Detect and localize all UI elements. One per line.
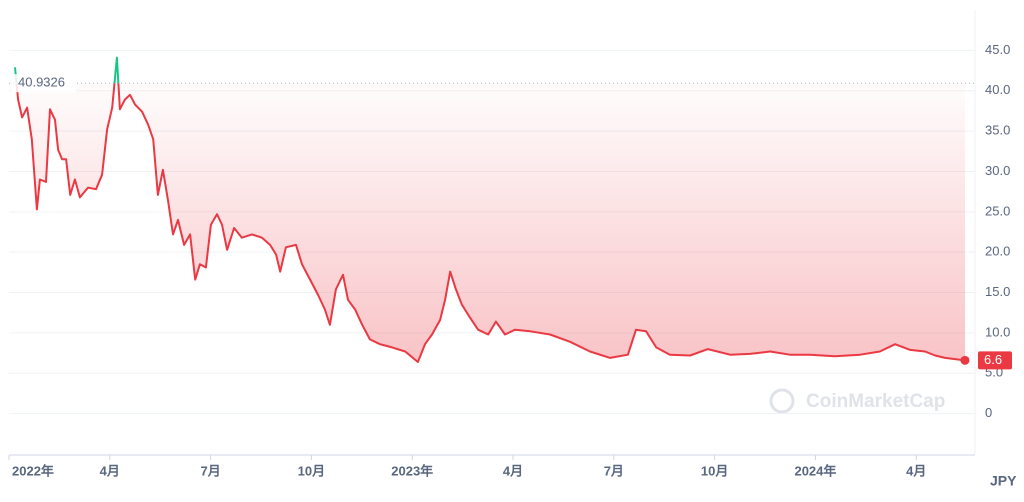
- price-line: [15, 83, 966, 363]
- reference-label-bg: [12, 74, 76, 93]
- x-tick-label: 4月: [503, 463, 523, 478]
- reference-label: 40.9326: [18, 75, 65, 90]
- watermark: CoinMarketCap: [769, 388, 945, 414]
- currency-label: JPY: [990, 473, 1017, 489]
- x-tick-label: 2024年: [794, 463, 836, 478]
- last-price-box: [978, 351, 1012, 370]
- x-tick-label: 7月: [604, 463, 624, 478]
- y-tick-label: 40.0: [985, 82, 1010, 97]
- y-tick-label: 15.0: [985, 284, 1010, 299]
- price-area: [16, 83, 965, 362]
- x-tick-label: 7月: [200, 463, 220, 478]
- x-tick-label: 4月: [100, 463, 120, 478]
- x-tick-label: 2022年: [12, 463, 54, 478]
- y-tick-label: 25.0: [985, 203, 1010, 218]
- last-price-label: 6.6: [984, 352, 1002, 367]
- y-tick-label: 30.0: [985, 163, 1010, 178]
- watermark-text: CoinMarketCap: [806, 391, 945, 412]
- y-tick-label: 0: [985, 405, 992, 420]
- x-tick-label: 10月: [701, 463, 728, 478]
- x-tick-label: 4月: [906, 463, 926, 478]
- y-tick-label: 10.0: [985, 324, 1010, 339]
- y-tick-label: 45.0: [985, 42, 1010, 57]
- x-tick-label: 2023年: [391, 463, 433, 478]
- last-point: [960, 355, 970, 365]
- x-tick-label: 10月: [298, 463, 325, 478]
- y-tick-label: 35.0: [985, 123, 1010, 138]
- y-tick-label: 20.0: [985, 244, 1010, 259]
